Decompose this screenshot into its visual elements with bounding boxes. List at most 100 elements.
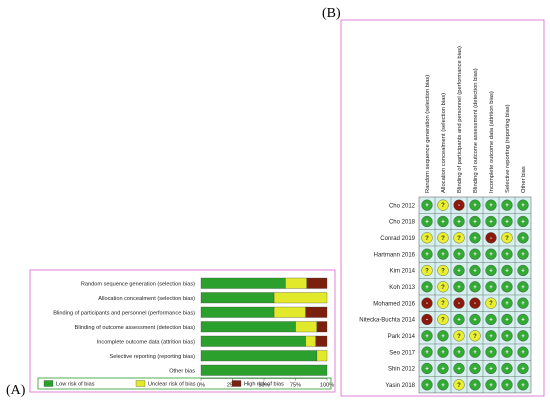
rating-dot-low — [485, 199, 497, 211]
rating-symbol: + — [425, 383, 429, 389]
rating-dot-low — [501, 346, 513, 358]
rating-dot-low — [485, 362, 497, 375]
rating-dot-unclear — [469, 330, 481, 342]
rating-symbol: + — [473, 268, 477, 274]
rating-dot-low — [517, 330, 529, 342]
category-label: Incomplete outcome data (attrition bias) — [97, 339, 195, 345]
column-header: Allocation concealment (selection bias) — [441, 93, 447, 193]
study-label: Hartmann 2016 — [374, 252, 416, 258]
rating-symbol: + — [441, 334, 445, 340]
rating-symbol: + — [457, 317, 461, 323]
legend-box — [37, 377, 332, 390]
rating-symbol: + — [489, 383, 493, 389]
rating-symbol: + — [521, 366, 525, 372]
category-label: Random sequence generation (selection bi… — [81, 281, 195, 287]
study-label: Seo 2017 — [389, 350, 415, 356]
legend-label-high: High risk of bias — [244, 382, 284, 388]
rating-dot-low — [501, 264, 513, 277]
panel-label-a: (A) — [6, 383, 26, 398]
rating-dot-low — [485, 346, 497, 358]
rating-symbol: + — [489, 334, 493, 340]
rating-dot-high — [421, 297, 433, 309]
rating-dot-low — [421, 362, 433, 375]
rating-dot-low — [469, 199, 481, 211]
rating-symbol: + — [441, 366, 445, 372]
bar-high — [306, 277, 328, 289]
rating-symbol: + — [473, 236, 477, 242]
rating-symbol: + — [441, 252, 445, 258]
rating-symbol: ? — [505, 236, 509, 242]
rating-dot-unclear — [421, 264, 433, 277]
column-header: Other bias — [521, 166, 527, 193]
rating-symbol: + — [425, 203, 429, 209]
rating-symbol: - — [458, 203, 460, 209]
category-label: Selective reporting (reporting bias) — [109, 354, 195, 360]
rating-dot-high — [421, 313, 433, 326]
rating-symbol: + — [425, 366, 429, 372]
legend-swatch-high — [231, 380, 242, 387]
rating-dot-low — [453, 215, 465, 228]
rating-symbol: + — [489, 203, 493, 209]
rating-symbol: + — [425, 350, 429, 356]
x-tick-label: 50% — [258, 383, 269, 389]
rating-symbol: + — [505, 268, 509, 274]
rating-dot-low — [517, 313, 529, 326]
rating-symbol: + — [521, 334, 525, 340]
study-label: Cho 2012 — [389, 203, 416, 209]
rating-dot-low — [421, 346, 433, 358]
study-label: Cho 2018 — [389, 220, 416, 226]
rating-dot-low — [469, 215, 481, 228]
rating-symbol: ? — [441, 285, 445, 291]
rating-symbol: + — [521, 350, 525, 356]
bar-high — [305, 306, 328, 318]
rating-symbol: + — [457, 350, 461, 356]
legend-swatch-unclear — [135, 380, 146, 387]
rating-dot-unclear — [453, 330, 465, 342]
bar-unclear — [273, 292, 328, 304]
rating-dot-low — [421, 248, 433, 260]
rating-dot-low — [437, 330, 449, 342]
rating-symbol: + — [473, 317, 477, 323]
rating-dot-low — [501, 281, 513, 293]
rating-dot-low — [421, 379, 433, 391]
rating-symbol: + — [425, 219, 429, 225]
study-label: Yasin 2018 — [385, 383, 415, 389]
rating-dot-low — [469, 248, 481, 260]
column-header: Blinding of outcome assessment (detectio… — [473, 68, 479, 193]
rating-symbol: + — [505, 366, 509, 372]
rating-symbol: + — [505, 219, 509, 225]
rating-dot-low — [421, 330, 433, 342]
rating-dot-low — [517, 248, 529, 260]
rating-symbol: + — [457, 219, 461, 225]
rating-dot-low — [485, 248, 497, 260]
rating-symbol: + — [521, 203, 525, 209]
rating-symbol: + — [489, 219, 493, 225]
rating-dot-low — [501, 362, 513, 375]
study-label: Koh 2013 — [389, 285, 415, 291]
rating-symbol: + — [521, 301, 525, 307]
rating-symbol: + — [505, 383, 509, 389]
rating-dot-low — [517, 346, 529, 358]
category-label: Other bias — [169, 368, 195, 374]
rating-dot-low — [501, 297, 513, 309]
rating-symbol: + — [505, 252, 509, 258]
bar-high — [316, 321, 328, 333]
column-header: Selective reporting (reporting bias) — [505, 104, 511, 193]
rating-symbol: + — [425, 334, 429, 340]
rating-dot-low — [501, 199, 513, 211]
column-header: Incomplete outcome data (attrition bias) — [489, 91, 495, 193]
category-label: Allocation concealment (selection bias) — [98, 296, 195, 302]
rating-dot-high — [485, 232, 497, 244]
bar-high — [315, 335, 328, 347]
rating-dot-low — [517, 297, 529, 309]
rating-symbol: + — [473, 366, 477, 372]
rating-symbol: + — [457, 252, 461, 258]
rating-dot-low — [485, 281, 497, 293]
rating-dot-unclear — [437, 199, 449, 211]
category-label: Blinding of participants and personnel (… — [53, 310, 195, 316]
rating-symbol: ? — [441, 268, 445, 274]
rating-symbol: + — [441, 350, 445, 356]
study-label: Mohamed 2016 — [373, 301, 415, 307]
rating-dot-low — [501, 215, 513, 228]
